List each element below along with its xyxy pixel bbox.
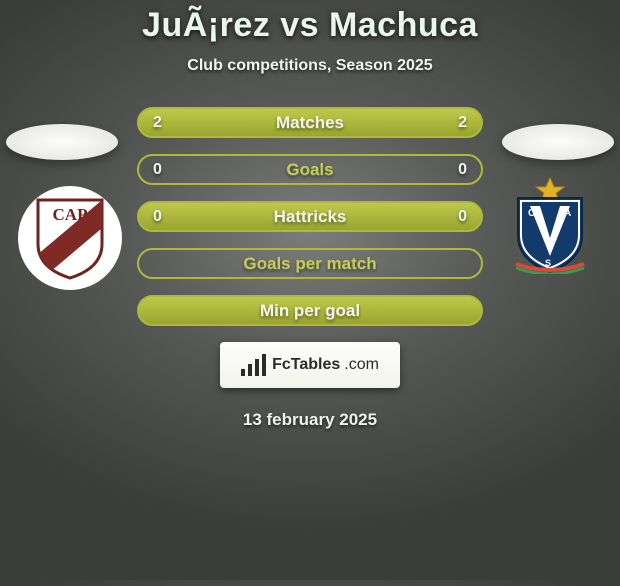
stat-right-value: 0 <box>458 156 467 183</box>
stat-label: Min per goal <box>260 301 360 321</box>
stat-right-value: 0 <box>458 203 467 230</box>
stat-left-value: 0 <box>153 156 162 183</box>
date-text: 13 february 2025 <box>0 410 620 430</box>
stats-panel: 2 Matches 2 0 Goals 0 0 Hattricks 0 Goal… <box>0 107 620 430</box>
page-title: JuÃ¡rez vs Machuca <box>0 6 620 45</box>
stat-right-value: 2 <box>458 109 467 136</box>
stats-rows: 2 Matches 2 0 Goals 0 0 Hattricks 0 Goal… <box>137 107 483 326</box>
brand-chip: FcTables.com <box>220 342 400 388</box>
stat-row-min-per-goal: Min per goal <box>137 295 483 326</box>
stat-row-goals: 0 Goals 0 <box>137 154 483 185</box>
stat-row-goals-per-match: Goals per match <box>137 248 483 279</box>
subtitle: Club competitions, Season 2025 <box>0 57 620 75</box>
stat-label: Goals <box>286 160 333 180</box>
brand-name: FcTables <box>272 356 340 374</box>
stat-label: Matches <box>276 113 344 133</box>
brand-bars-icon <box>241 354 266 376</box>
stat-label: Goals per match <box>243 254 376 274</box>
stat-row-matches: 2 Matches 2 <box>137 107 483 138</box>
stat-left-value: 2 <box>153 109 162 136</box>
brand-domain: .com <box>344 356 379 374</box>
stat-row-hattricks: 0 Hattricks 0 <box>137 201 483 232</box>
stat-label: Hattricks <box>274 207 347 227</box>
stat-left-value: 0 <box>153 203 162 230</box>
